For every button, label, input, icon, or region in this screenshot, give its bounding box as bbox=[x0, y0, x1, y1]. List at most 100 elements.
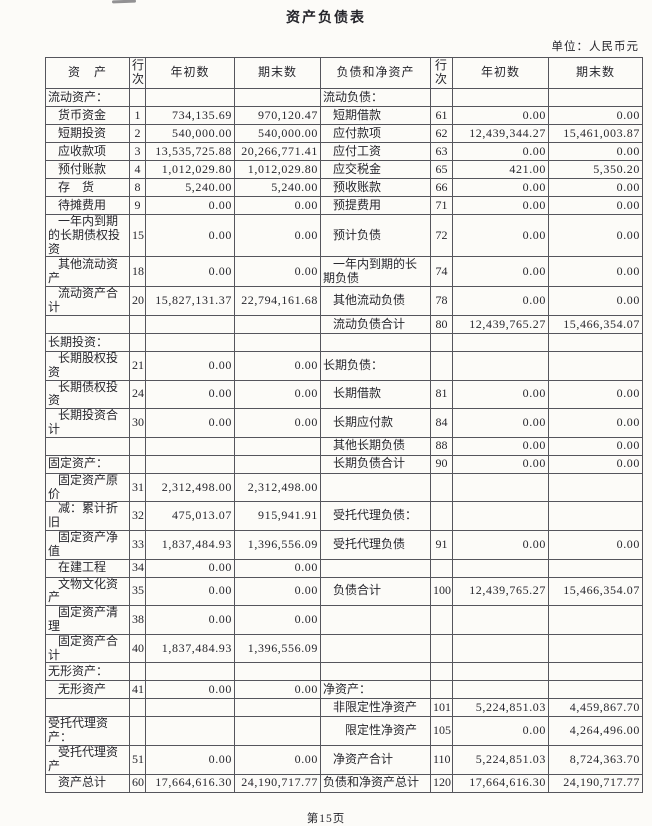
asset-line-number: 60 bbox=[129, 773, 146, 793]
table-row: 其他长期负债 88 0.00 0.00 bbox=[45, 436, 643, 456]
asset-begin-amount bbox=[145, 662, 235, 682]
liability-line-number: 120 bbox=[430, 773, 453, 793]
table-row: 存 货 8 5,240.00 5,240.00 预收账款 66 0.00 0.00 bbox=[45, 178, 643, 197]
liability-end-amount bbox=[548, 472, 643, 503]
liability-end-amount bbox=[548, 88, 643, 107]
asset-end-amount: 0.00 bbox=[234, 350, 321, 381]
header-line-no-right: 行次 bbox=[430, 57, 453, 89]
liability-begin-amount: 0.00 bbox=[452, 286, 549, 316]
liability-end-amount bbox=[548, 633, 643, 664]
asset-begin-amount: 0.00 bbox=[145, 350, 235, 381]
liability-label: 应付工资 bbox=[320, 142, 431, 161]
table-row: 流动负债合计 80 12,439,765.27 15,466,354.07 bbox=[45, 314, 643, 334]
liability-begin-amount: 5,224,851.03 bbox=[452, 744, 549, 775]
liability-label: 净资产合计 bbox=[320, 744, 431, 775]
asset-begin-amount: 13,535,725.88 bbox=[145, 142, 235, 161]
liability-end-amount: 0.00 bbox=[548, 256, 643, 288]
asset-line-number bbox=[129, 716, 146, 746]
table-row: 无形资产： bbox=[45, 662, 643, 682]
liability-end-amount: 15,461,003.87 bbox=[548, 124, 643, 143]
liability-label: 流动负债： bbox=[320, 88, 431, 107]
asset-end-amount: 20,266,771.41 bbox=[234, 142, 321, 161]
liability-line-number: 105 bbox=[430, 716, 453, 746]
header-end-left: 期末数 bbox=[234, 57, 321, 89]
asset-line-number: 4 bbox=[129, 160, 146, 179]
liability-end-amount bbox=[548, 605, 643, 635]
liability-end-amount: 0.00 bbox=[548, 529, 643, 560]
liability-label: 应付款项 bbox=[320, 124, 431, 143]
asset-label: 其他流动资产 bbox=[45, 256, 130, 288]
liability-label: 长期借款 bbox=[320, 379, 431, 410]
liability-line-number: 61 bbox=[430, 106, 453, 125]
asset-end-amount bbox=[234, 436, 321, 456]
asset-begin-amount: 0.00 bbox=[145, 558, 235, 578]
asset-begin-amount bbox=[145, 436, 235, 456]
liability-begin-amount: 0.00 bbox=[452, 106, 549, 125]
header-liability: 负债和净资产 bbox=[320, 57, 431, 89]
liability-begin-amount bbox=[452, 88, 549, 107]
asset-begin-amount: 540,000.00 bbox=[145, 124, 235, 143]
asset-label: 在建工程 bbox=[45, 558, 130, 578]
asset-end-amount: 540,000.00 bbox=[234, 124, 321, 143]
asset-end-amount: 0.00 bbox=[234, 196, 321, 215]
liability-line-number bbox=[430, 605, 453, 635]
asset-line-number: 31 bbox=[129, 472, 146, 503]
table-row: 固定资产清理 38 0.00 0.00 bbox=[45, 605, 643, 635]
liability-line-number bbox=[430, 350, 453, 381]
liability-begin-amount: 0.00 bbox=[452, 178, 549, 197]
asset-begin-amount bbox=[145, 716, 235, 746]
liability-label: 流动负债合计 bbox=[320, 314, 431, 334]
table-row: 非限定性净资产 101 5,224,851.03 4,459,867.70 bbox=[45, 698, 643, 718]
liability-end-amount: 0.00 bbox=[548, 286, 643, 316]
asset-end-amount: 0.00 bbox=[234, 680, 321, 700]
header-asset: 资 产 bbox=[45, 57, 130, 89]
asset-end-amount: 0.00 bbox=[234, 213, 321, 258]
asset-label: 固定资产： bbox=[45, 454, 130, 474]
asset-end-amount bbox=[234, 716, 321, 746]
page-title: 资产负债表 bbox=[286, 11, 366, 26]
liability-begin-amount: 0.00 bbox=[452, 454, 549, 474]
liability-line-number bbox=[430, 332, 453, 352]
asset-end-amount: 0.00 bbox=[234, 558, 321, 578]
liability-begin-amount: 12,439,765.27 bbox=[452, 576, 549, 607]
asset-end-amount: 0.00 bbox=[234, 605, 321, 635]
asset-begin-amount: 15,827,131.37 bbox=[145, 286, 235, 316]
asset-label: 长期股权投资 bbox=[45, 350, 130, 381]
liability-end-amount: 15,466,354.07 bbox=[548, 576, 643, 607]
asset-label: 一年内到期的长期债权投资 bbox=[45, 213, 130, 258]
asset-label bbox=[45, 314, 130, 334]
liability-line-number bbox=[430, 680, 453, 700]
liability-line-number: 78 bbox=[430, 286, 453, 316]
asset-end-amount: 0.00 bbox=[234, 408, 321, 438]
table-row: 无形资产 41 0.00 0.00 净资产： bbox=[45, 680, 643, 700]
liability-label: 长期应付款 bbox=[320, 408, 431, 438]
liability-label: 预计负债 bbox=[320, 213, 431, 258]
liability-begin-amount: 0.00 bbox=[452, 529, 549, 560]
liability-end-amount: 0.00 bbox=[548, 454, 643, 474]
liability-begin-amount bbox=[452, 633, 549, 664]
liability-line-number: 63 bbox=[430, 142, 453, 161]
asset-begin-amount: 0.00 bbox=[145, 408, 235, 438]
liability-end-amount: 0.00 bbox=[548, 436, 643, 456]
asset-end-amount: 1,396,556.09 bbox=[234, 529, 321, 560]
liability-begin-amount: 5,224,851.03 bbox=[452, 698, 549, 718]
asset-end-amount bbox=[234, 88, 321, 107]
liability-label: 负债和净资产总计 bbox=[320, 773, 431, 793]
asset-end-amount: 5,240.00 bbox=[234, 178, 321, 197]
asset-label: 资产总计 bbox=[45, 773, 130, 793]
asset-label: 长期投资合计 bbox=[45, 408, 130, 438]
asset-label: 长期债权投资 bbox=[45, 379, 130, 410]
asset-end-amount: 0.00 bbox=[234, 576, 321, 607]
liability-label bbox=[320, 472, 431, 503]
table-row: 受托代理资产 51 0.00 0.00 净资产合计 110 5,224,851.03 8,72… bbox=[45, 744, 643, 775]
asset-begin-amount: 734,135.69 bbox=[145, 106, 235, 125]
currency-unit-note: 单位：人民币元 bbox=[551, 41, 639, 53]
asset-line-number: 38 bbox=[129, 605, 146, 635]
table-row: 一年内到期的长期债权投资 15 0.00 0.00 预计负债 72 0.00 0.00 bbox=[45, 213, 643, 258]
liability-begin-amount: 0.00 bbox=[452, 716, 549, 746]
liability-label: 长期负债合计 bbox=[320, 454, 431, 474]
liability-end-amount bbox=[548, 332, 643, 352]
asset-begin-amount bbox=[145, 698, 235, 718]
liability-line-number: 72 bbox=[430, 213, 453, 258]
asset-end-amount: 0.00 bbox=[234, 379, 321, 410]
